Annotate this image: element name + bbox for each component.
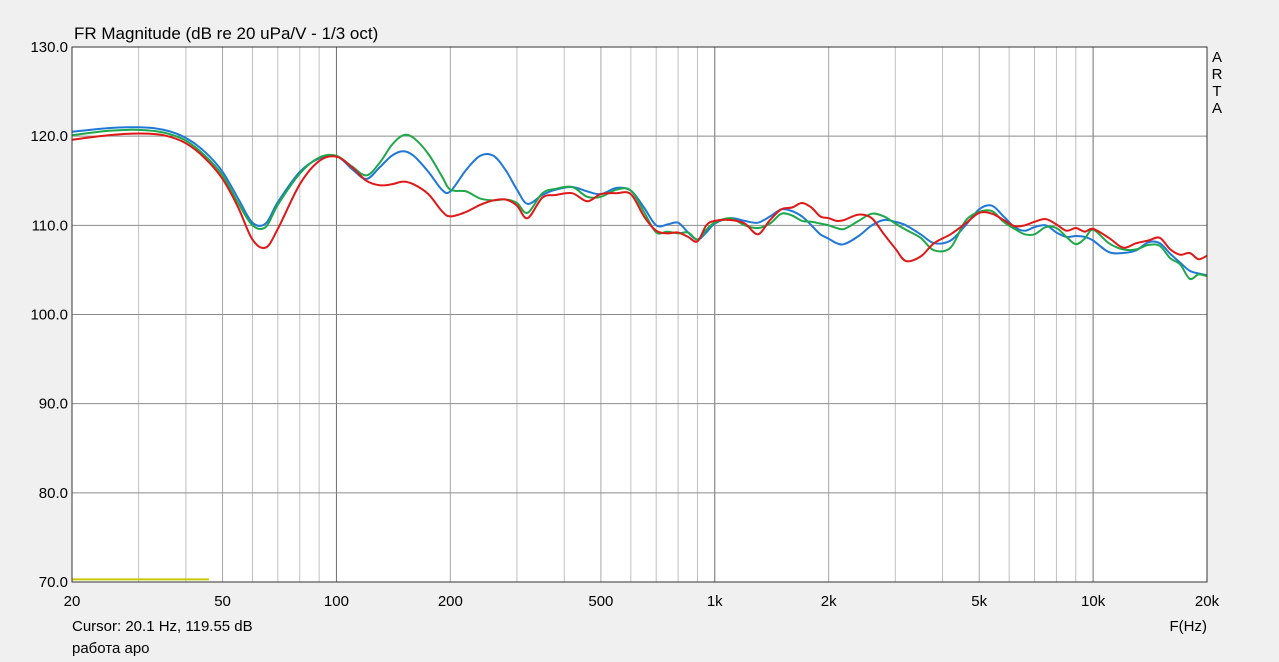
y-tick-label: 80.0 <box>39 485 68 502</box>
x-tick-label: 20k <box>1195 593 1220 610</box>
x-tick-label: 50 <box>214 593 231 610</box>
series-line-3 <box>71 132 1208 263</box>
x-tick-label: 200 <box>438 593 463 610</box>
x-tick-label: 500 <box>588 593 613 610</box>
plot-border <box>71 46 1208 583</box>
x-tick-label: 1k <box>707 593 723 610</box>
x-tick-label: 2k <box>821 593 837 610</box>
x-tick-label: 10k <box>1081 593 1106 610</box>
brand-letter: R <box>1212 66 1223 83</box>
x-tick-label: 100 <box>324 593 349 610</box>
cursor-readout: Cursor: 20.1 Hz, 119.55 dB <box>72 618 253 635</box>
y-tick-label: 100.0 <box>30 307 68 324</box>
brand-letter: A <box>1212 49 1222 66</box>
y-tick-label: 90.0 <box>39 396 68 413</box>
x-axis-label: F(Hz) <box>1170 618 1208 635</box>
y-tick-label: 130.0 <box>30 39 68 56</box>
x-tick-label: 20 <box>64 593 81 610</box>
chart-title: FR Magnitude (dB re 20 uPa/V - 1/3 oct) <box>74 24 378 43</box>
y-tick-label: 70.0 <box>39 574 68 591</box>
caption: работа аро <box>72 640 150 657</box>
x-tick-labels: 20 50 100 200 500 1k 2k 5k 10k 20k <box>64 593 1220 610</box>
series-line-2 <box>71 128 1208 281</box>
y-tick-labels: 70.0 80.0 90.0 100.0 110.0 120.0 130.0 <box>30 39 68 591</box>
y-tick-label: 120.0 <box>30 128 68 145</box>
brand-letter: A <box>1212 100 1222 117</box>
brand-letter: T <box>1212 83 1221 100</box>
series-layer <box>71 126 1208 281</box>
y-tick-label: 110.0 <box>32 217 68 234</box>
x-tick-label: 5k <box>971 593 987 610</box>
